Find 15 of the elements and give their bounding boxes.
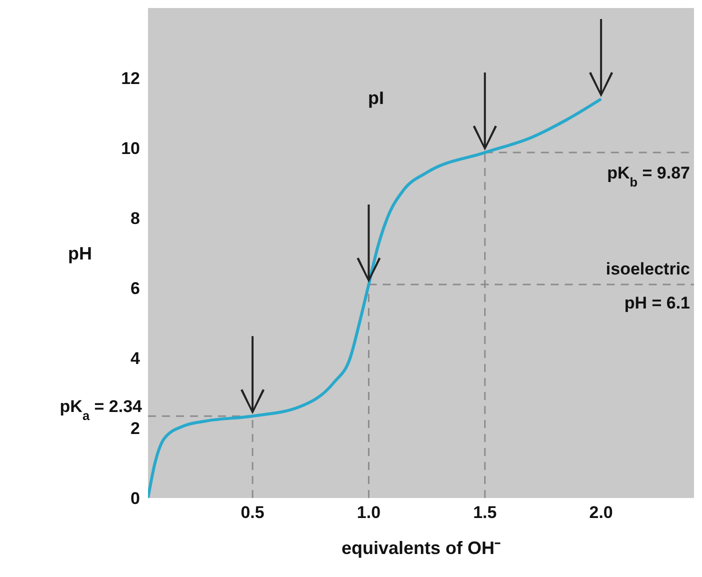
x-axis-title: equivalents of OH⁻ bbox=[341, 538, 501, 558]
ref-line-label: isoelectric pH = 6.1 bbox=[606, 260, 690, 312]
x-tick-label: 2.0 bbox=[589, 503, 613, 522]
y-tick-label: 12 bbox=[121, 69, 140, 88]
ref-line-label: pK$_{b}$ = 9.87 bbox=[607, 164, 690, 190]
y-tick-label: 8 bbox=[130, 209, 140, 228]
y-tick-label: 0 bbox=[130, 489, 140, 508]
x-tick-label: 1.5 bbox=[473, 503, 497, 522]
x-tick-label: 0.5 bbox=[240, 503, 264, 522]
x-tick-label: 1.0 bbox=[356, 503, 381, 522]
y-tick-label: 4 bbox=[130, 349, 141, 368]
y-tick-label: 6 bbox=[130, 279, 140, 298]
y-axis-title: pH bbox=[68, 243, 92, 264]
annotation: pI bbox=[368, 88, 384, 109]
y-tick-label: 10 bbox=[121, 139, 140, 158]
